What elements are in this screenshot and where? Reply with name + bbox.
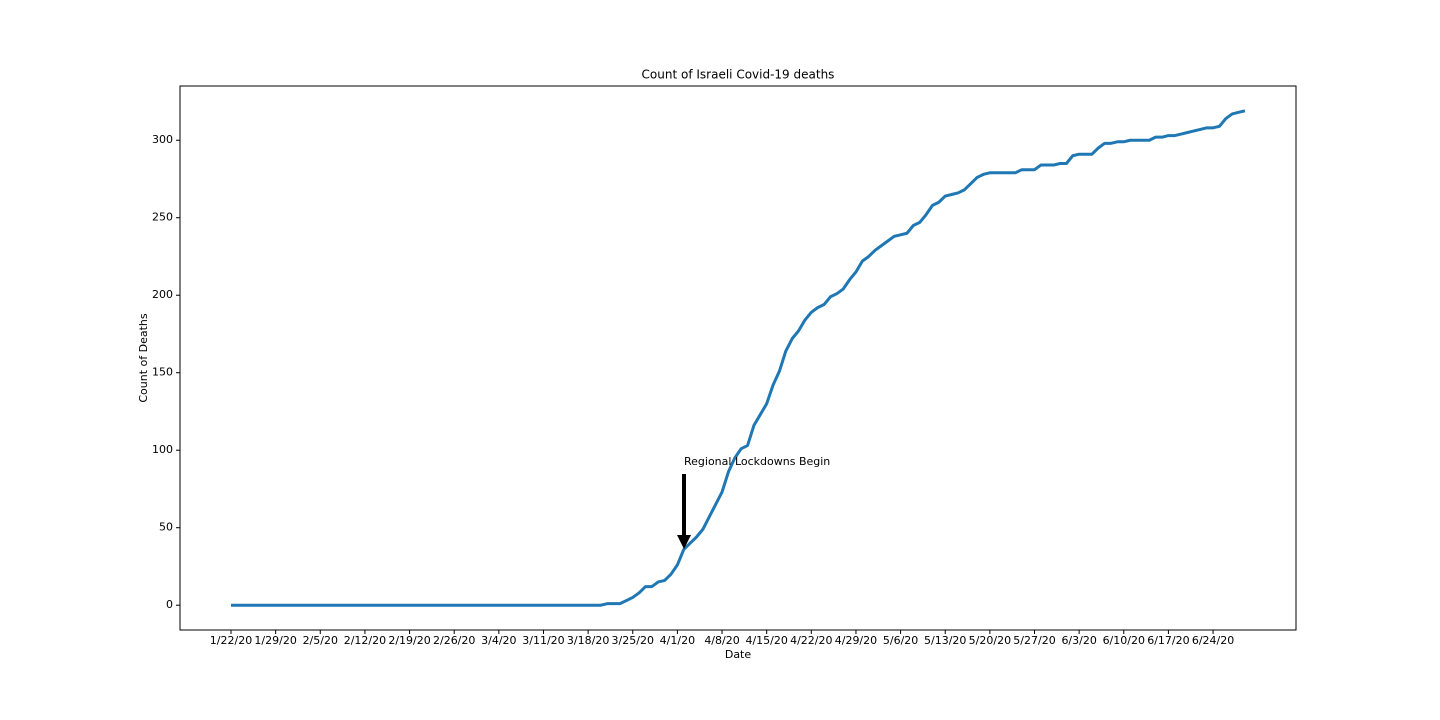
y-tick-label: 150 [152, 366, 173, 379]
x-tick-label: 4/1/20 [660, 634, 695, 647]
x-tick-label: 1/22/20 [210, 634, 252, 647]
x-tick-label: 5/13/20 [924, 634, 966, 647]
x-tick-label: 2/26/20 [433, 634, 475, 647]
chart-title: Count of Israeli Covid-19 deaths [642, 68, 835, 82]
x-tick-label: 5/20/20 [969, 634, 1011, 647]
y-tick-label: 100 [152, 443, 173, 456]
x-tick-label: 3/4/20 [481, 634, 516, 647]
y-tick-label: 300 [152, 133, 173, 146]
x-tick-label: 1/29/20 [254, 634, 296, 647]
x-tick-label: 4/8/20 [704, 634, 739, 647]
x-tick-label: 3/11/20 [522, 634, 564, 647]
annotation-arrowhead [677, 535, 691, 549]
x-tick-label: 5/27/20 [1013, 634, 1055, 647]
x-tick-label: 6/10/20 [1103, 634, 1145, 647]
x-tick-label: 2/5/20 [303, 634, 338, 647]
y-tick-label: 50 [159, 521, 173, 534]
x-axis-label: Date [725, 648, 752, 661]
x-tick-label: 3/25/20 [612, 634, 654, 647]
x-tick-label: 4/29/20 [835, 634, 877, 647]
y-tick-label: 200 [152, 288, 173, 301]
x-tick-label: 4/15/20 [745, 634, 787, 647]
x-tick-label: 2/19/20 [388, 634, 430, 647]
x-tick-label: 2/12/20 [344, 634, 386, 647]
annotation: Regional Lockdowns Begin [684, 455, 830, 468]
data-line [231, 109, 1246, 607]
x-tick-label: 6/3/20 [1061, 634, 1096, 647]
y-tick-label: 0 [166, 598, 173, 611]
y-axis-label: Count of Deaths [137, 313, 150, 403]
x-tick-label: 4/22/20 [790, 634, 832, 647]
x-tick-label: 5/6/20 [883, 634, 918, 647]
plot-area: 0 50 100 150 200 250 300 1/22/20 1/29/20 2/5/20 2/… [152, 109, 1246, 647]
x-tick-label: 6/17/20 [1147, 634, 1189, 647]
plot-frame [179, 85, 1297, 631]
x-tick-label: 6/24/20 [1192, 634, 1234, 647]
y-tick-label: 250 [152, 211, 173, 224]
x-tick-label: 3/18/20 [567, 634, 609, 647]
